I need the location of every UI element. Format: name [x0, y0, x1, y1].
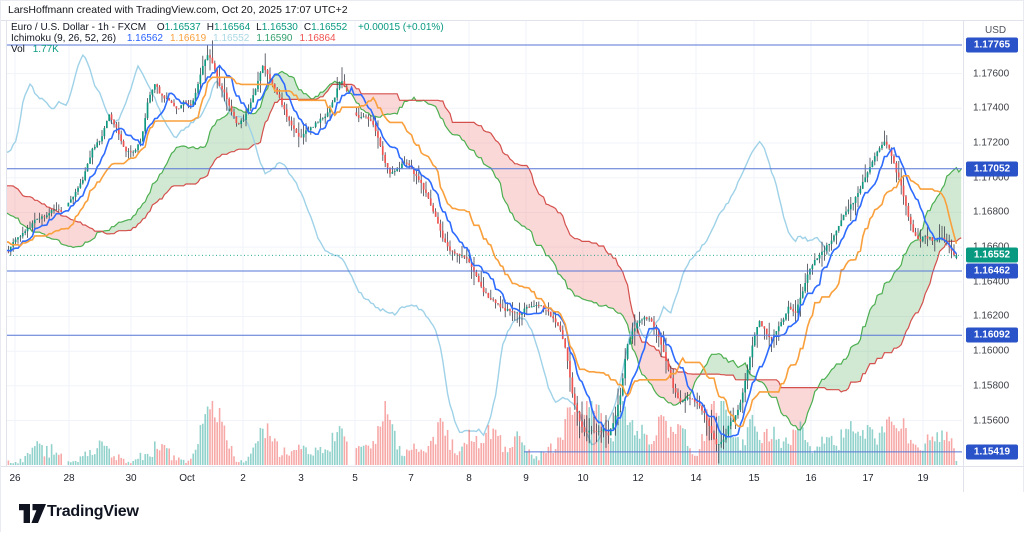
indicator-values: 1.16562 1.16619 1.16552 1.16590 1.16864	[127, 33, 343, 44]
time-tick-label: 3	[298, 473, 304, 484]
senkou-span-a-line	[6, 70, 962, 431]
tenkan-line	[6, 64, 958, 438]
time-tick-label: Oct	[179, 473, 195, 484]
chart-legend: Euro / U.S. Dollar - 1h - FXCM O1.16537 H…	[11, 22, 444, 55]
currency-label: USD	[985, 25, 1007, 36]
ohlc-item: C1.16552	[303, 22, 348, 33]
price-tick-label: 1.17600	[973, 68, 1010, 80]
price-tick-label: 1.16800	[973, 206, 1010, 218]
time-tick-label: 30	[125, 473, 137, 484]
ichimoku-value: 1.16552	[213, 33, 250, 44]
time-tick-label: 8	[466, 473, 472, 484]
change-value: +0.00015 (+0.01%)	[358, 22, 444, 33]
ichimoku-value: 1.16619	[170, 33, 207, 44]
time-tick-label: 12	[632, 473, 644, 484]
time-tick-label: 2	[240, 473, 246, 484]
level-price-badge[interactable]: 1.16462	[966, 263, 1018, 279]
time-tick-label: 7	[408, 473, 414, 484]
time-tick-label: 19	[917, 473, 929, 484]
ohlc-item: O1.16537	[156, 22, 201, 33]
level-price-badge[interactable]: 1.15419	[966, 444, 1018, 460]
time-tick-label: 10	[577, 473, 589, 484]
ichimoku-value: 1.16590	[256, 33, 293, 44]
level-price-badge[interactable]: 1.16092	[966, 327, 1018, 343]
volume-value: 1.77K	[32, 44, 59, 55]
symbol-legend-row[interactable]: Euro / U.S. Dollar - 1h - FXCM O1.16537 H…	[11, 22, 444, 33]
time-tick-label: 9	[523, 473, 529, 484]
chikou-span-line	[6, 53, 832, 446]
footer-bar: TradingView	[1, 492, 1024, 532]
ichimoku-value: 1.16864	[299, 33, 336, 44]
horizontal-level-lines[interactable]	[6, 44, 962, 453]
indicator-name: Ichimoku (9, 26, 52, 26)	[11, 33, 117, 44]
watermark-attribution: LarsHoffmann created with TradingView.co…	[8, 4, 348, 16]
senkou-span-b-line	[6, 83, 962, 393]
price-tick-label: 1.17400	[973, 102, 1010, 114]
time-tick-label: 26	[9, 473, 21, 484]
time-tick-label: 14	[690, 473, 702, 484]
candlesticks	[6, 40, 958, 464]
ohlc-values: O1.16537 H1.16564 L1.16530 C1.16552	[157, 22, 353, 33]
price-tick-label: 1.17000	[973, 172, 1010, 184]
last-price-badge: 1.16552	[966, 247, 1018, 263]
ichimoku-value: 1.16562	[126, 33, 163, 44]
price-tick-label: 1.16400	[973, 276, 1010, 288]
tradingview-brand-text[interactable]: TradingView	[47, 503, 139, 520]
ohlc-item: H1.16564	[206, 22, 251, 33]
time-tick-label: 5	[352, 473, 358, 484]
price-tick-label: 1.16600	[973, 242, 1009, 253]
time-axis[interactable]: 26 28 30 Oct 2 3 5 7 8 9 10 12 14 15 16 17 19	[1, 466, 963, 492]
level-price-badge[interactable]: 1.17052	[966, 161, 1018, 177]
indicator-legend-row[interactable]: Ichimoku (9, 26, 52, 26) 1.16562 1.16619 1…	[11, 33, 444, 44]
time-tick-label: 16	[805, 473, 817, 484]
kijun-line	[6, 76, 958, 428]
price-tick-label: 1.15600	[973, 415, 1010, 427]
time-tick-label: 17	[862, 473, 874, 484]
volume-label: Vol	[11, 44, 25, 55]
price-tick-label: 1.15800	[973, 380, 1010, 392]
ohlc-item: L1.16530	[256, 22, 298, 33]
price-axis[interactable]: USD 1.17600 1.17400 1.17200 1.17000 1.16800 1…	[963, 20, 1024, 466]
price-tick-label: 1.16000	[973, 345, 1010, 357]
ichimoku-lines	[6, 64, 958, 438]
grid-lines	[6, 20, 962, 466]
time-tick-label: 15	[748, 473, 760, 484]
tradingview-logo-icon[interactable]	[19, 504, 46, 523]
price-tick-label: 1.17200	[973, 137, 1010, 149]
symbol-title: Euro / U.S. Dollar - 1h - FXCM	[11, 22, 147, 33]
volume-legend-row[interactable]: Vol 1.77K	[11, 44, 444, 55]
level-price-badge[interactable]: 1.17765	[966, 37, 1018, 53]
price-tick-label: 1.16200	[973, 310, 1010, 322]
time-tick-label: 28	[63, 473, 75, 484]
